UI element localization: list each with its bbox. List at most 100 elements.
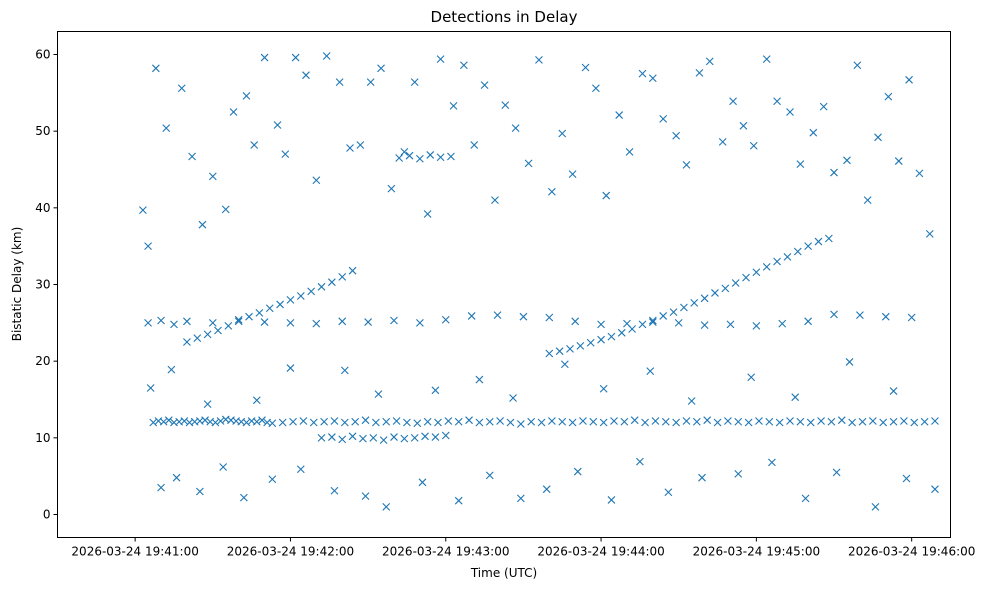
data-point <box>547 417 556 425</box>
data-point <box>742 273 750 282</box>
data-point <box>661 417 670 426</box>
data-point <box>680 303 688 312</box>
data-point <box>338 317 347 326</box>
y-axis: 0 10 20 30 40 50 60 <box>35 48 58 522</box>
data-point <box>597 335 605 344</box>
y-tick-label: 20 <box>35 354 50 368</box>
data-point <box>170 320 178 329</box>
data-point <box>573 467 582 476</box>
data-point <box>902 474 911 483</box>
data-point <box>201 416 209 425</box>
x-axis-label: Time (UTC) <box>470 566 537 580</box>
data-point <box>824 234 833 243</box>
data-point <box>418 478 427 487</box>
data-point <box>327 278 336 287</box>
data-point <box>664 488 673 497</box>
data-point <box>164 416 173 425</box>
data-point <box>250 141 259 149</box>
data-point <box>690 299 699 307</box>
data-point <box>589 417 598 426</box>
data-point <box>705 57 714 66</box>
data-point <box>775 418 784 427</box>
data-point <box>216 417 225 425</box>
data-point <box>382 417 391 426</box>
data-point <box>773 97 781 106</box>
data-point <box>340 366 349 375</box>
data-point <box>211 418 220 427</box>
data-point <box>395 154 404 162</box>
data-point <box>509 394 517 402</box>
data-point <box>167 365 176 374</box>
data-point <box>224 322 233 330</box>
data-point <box>475 418 484 427</box>
data-point <box>441 431 450 440</box>
data-point <box>252 417 261 426</box>
data-point <box>537 418 546 427</box>
data-point <box>516 494 525 503</box>
data-point <box>817 417 825 425</box>
data-point <box>400 147 409 156</box>
data-point <box>242 92 251 100</box>
data-point <box>506 418 515 427</box>
data-point <box>724 417 732 425</box>
data-point <box>920 417 929 426</box>
data-point <box>651 417 660 425</box>
data-point <box>415 318 424 327</box>
data-markers <box>139 52 939 511</box>
data-point <box>739 121 748 130</box>
data-point <box>545 313 554 322</box>
data-point <box>768 458 776 467</box>
data-point <box>421 432 429 441</box>
data-point <box>638 320 647 329</box>
data-point <box>348 432 357 441</box>
data-point <box>252 396 261 405</box>
data-point <box>672 418 681 427</box>
data-point <box>351 417 360 426</box>
data-point <box>242 418 251 427</box>
data-point <box>900 417 908 425</box>
data-point <box>796 160 805 169</box>
data-point <box>814 237 823 246</box>
data-point <box>830 310 838 319</box>
data-point <box>734 469 743 478</box>
data-point <box>144 242 152 251</box>
data-point <box>268 419 277 428</box>
data-point <box>646 367 655 376</box>
data-point <box>576 341 585 350</box>
data-point <box>625 147 634 156</box>
data-point <box>874 133 882 142</box>
data-point <box>286 364 295 372</box>
y-tick-label: 60 <box>35 48 50 62</box>
data-point <box>579 417 587 425</box>
data-point <box>755 417 763 425</box>
data-point <box>555 347 564 356</box>
data-point <box>711 289 719 297</box>
data-point <box>863 196 872 205</box>
data-point <box>827 417 836 426</box>
data-point <box>749 141 758 150</box>
data-point <box>366 78 375 86</box>
data-point <box>309 418 318 427</box>
data-point <box>299 417 308 425</box>
data-point <box>819 102 828 111</box>
data-point <box>630 416 639 425</box>
x-tick-label: 2026-03-24 19:42:00 <box>227 545 354 559</box>
data-point <box>255 308 264 317</box>
data-point <box>296 292 305 300</box>
data-point <box>830 168 838 177</box>
data-point <box>338 272 347 281</box>
data-point <box>390 433 398 441</box>
data-point <box>485 471 494 480</box>
data-point <box>434 418 442 427</box>
data-point <box>426 151 435 159</box>
data-point <box>410 433 419 442</box>
data-point <box>641 418 649 427</box>
data-point <box>157 316 165 325</box>
data-point <box>884 92 893 101</box>
data-point <box>729 97 737 106</box>
data-point <box>330 417 339 425</box>
data-point <box>718 138 727 146</box>
data-point <box>146 384 155 392</box>
data-point <box>566 345 574 353</box>
data-point <box>340 418 349 427</box>
